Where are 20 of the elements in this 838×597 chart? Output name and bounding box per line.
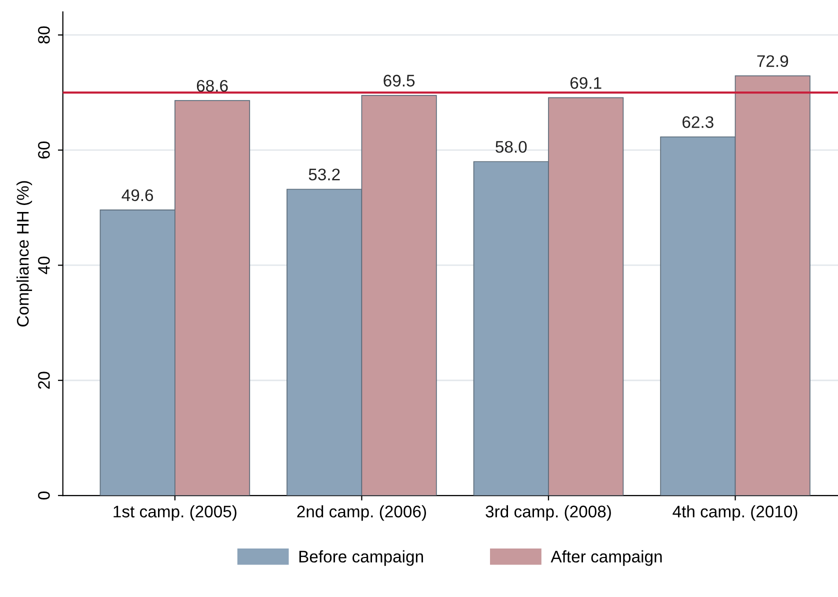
data-label: 53.2 [308, 168, 340, 180]
data-label: 62.3 [682, 116, 714, 128]
data-label: 72.9 [757, 55, 788, 67]
y-tick-label: 20 [38, 372, 50, 389]
legend-label: Before campaign [299, 550, 423, 566]
y-tick-label: 80 [38, 26, 50, 44]
x-tick-label: 2nd camp. (2006) [297, 505, 426, 521]
legend-label: After campaign [550, 550, 662, 566]
data-label: 49.6 [122, 189, 154, 202]
data-label: 68.6 [196, 80, 228, 92]
data-label: 58.0 [496, 140, 527, 153]
data-label: 69.1 [570, 77, 602, 89]
x-tick-label: 4th camp. (2010) [672, 505, 798, 521]
y-tick-label: 40 [38, 256, 50, 274]
x-tick-label: 3rd camp. (2008) [486, 505, 611, 521]
x-tick-label: 1st camp. (2005) [114, 505, 236, 521]
y-axis-title: Compliance HH (%) [16, 181, 32, 327]
y-tick-label: 60 [38, 141, 50, 159]
data-label: 69.5 [384, 74, 415, 87]
y-tick-label: 0 [38, 492, 50, 500]
